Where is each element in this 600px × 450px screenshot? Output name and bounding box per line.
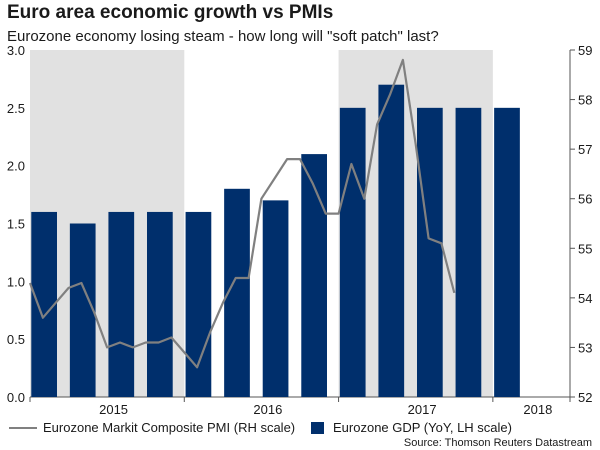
left-tick-label-5: 2.5: [7, 101, 25, 116]
gdp-bar-2018-q1: [494, 107, 520, 397]
legend-pmi-label: Eurozone Markit Composite PMI (RH scale): [43, 420, 296, 435]
legend-pmi-swatch: [9, 427, 37, 429]
gdp-bars-group: [31, 84, 520, 397]
gdp-bar-2017-q3: [417, 107, 443, 397]
right-tick-label-0: 52: [578, 390, 592, 405]
right-tick-label-2: 54: [578, 291, 592, 306]
left-tick-label-3: 1.5: [7, 217, 25, 232]
x-year-label-2016: 2016: [253, 402, 282, 417]
legend: Eurozone Markit Composite PMI (RH scale)…: [0, 419, 600, 437]
gdp-bar-2015-q2: [69, 223, 96, 397]
right-tick-label-6: 58: [578, 93, 592, 108]
chart-title: Euro area economic growth vs PMIs: [7, 2, 334, 23]
left-tick-label-2: 1.0: [7, 274, 25, 289]
x-year-label-2018: 2018: [523, 402, 552, 417]
legend-gdp-swatch: [311, 422, 324, 434]
right-tick-label-7: 59: [578, 43, 592, 58]
gdp-bar-2017-q1: [339, 107, 366, 397]
x-year-label-2015: 2015: [99, 402, 128, 417]
right-tick-label-4: 56: [578, 192, 592, 207]
pmi-series-line: [28, 58, 456, 369]
source-note: Source: Thomson Reuters Datastream: [403, 437, 592, 449]
chart-subtitle: Eurozone economy losing steam - how long…: [7, 28, 439, 45]
legend-gdp-label: Eurozone GDP (YoY, LH scale): [333, 420, 512, 435]
right-tick-label-3: 55: [578, 241, 592, 256]
gdp-bar-2015-q4: [147, 211, 173, 397]
x-axis-labels: 2015 2016 2017 2018: [99, 402, 552, 417]
right-tick-label-5: 57: [578, 142, 592, 157]
gdp-bar-2015-q3: [108, 211, 135, 397]
left-tick-label-1: 0.5: [7, 332, 25, 347]
gdp-bar-2015-q1: [31, 211, 57, 397]
left-axis-ticks: 0.0 0.5 1.0 1.5 2.0 2.5 3.0: [7, 43, 25, 405]
left-tick-label-0: 0.0: [7, 390, 25, 405]
gdp-bar-2016-q3: [262, 200, 289, 397]
gdp-bar-2017-q2: [378, 84, 405, 397]
left-tick-label-6: 3.0: [7, 43, 25, 58]
gdp-bar-2017-q4: [455, 107, 482, 397]
left-tick-label-4: 2.0: [7, 159, 25, 174]
right-axis-ticks: 52 53 54 55 56 57 58 59: [570, 43, 592, 405]
x-year-label-2017: 2017: [408, 402, 437, 417]
gdp-bar-2016-q4: [301, 154, 327, 397]
right-tick-label-1: 53: [578, 340, 592, 355]
gdp-bar-2016-q1: [185, 211, 212, 397]
